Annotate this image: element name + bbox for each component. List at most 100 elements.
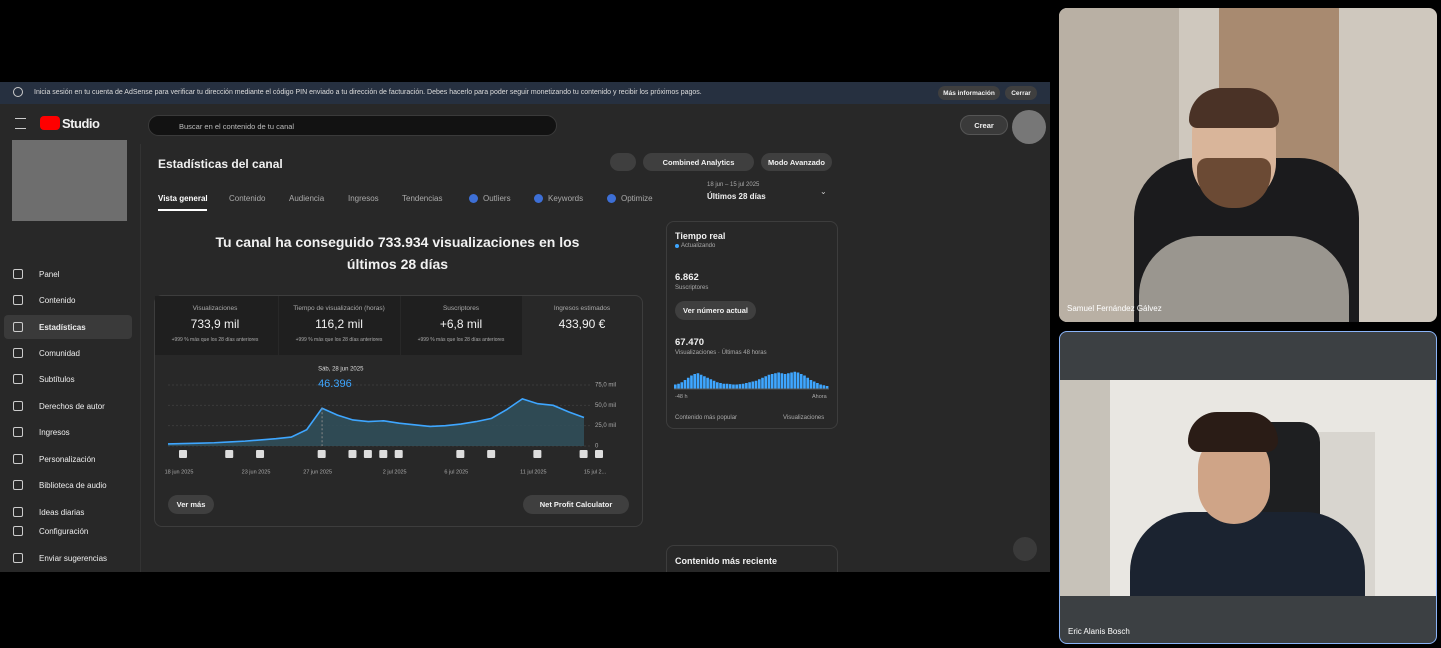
search-placeholder: Buscar en el contenido de tu canal	[179, 122, 295, 131]
logo-text: Studio	[62, 116, 100, 131]
realtime-bar	[680, 382, 684, 389]
latest-card: Contenido más reciente	[666, 545, 838, 572]
nav-item[interactable]: Personalización	[39, 455, 96, 464]
x-tick-label: 27 jun 2025	[303, 469, 332, 475]
nav-item[interactable]: Subtítulos	[39, 375, 75, 384]
realtime-bar	[793, 371, 797, 389]
area	[168, 398, 584, 446]
x-tick-label: 11 jul 2025	[520, 469, 547, 475]
metric-value: 116,2 mil	[315, 317, 363, 331]
realtime-bar	[770, 374, 774, 389]
nav-item[interactable]: Comunidad	[39, 349, 80, 358]
metric-label: Ingresos estimados	[553, 305, 611, 312]
video-tile: Samuel Fernández Gálvez	[1059, 8, 1437, 322]
tab[interactable]: Ingresos	[348, 194, 379, 203]
tab[interactable]: Keywords	[548, 194, 584, 203]
views-count: 67.470	[675, 337, 705, 348]
camera-button[interactable]	[610, 153, 636, 171]
info-icon	[13, 87, 23, 97]
realtime-bar	[764, 376, 768, 389]
create-button[interactable]: Crear	[960, 115, 1008, 135]
video-marker	[487, 450, 496, 458]
realtime-bar	[748, 382, 751, 389]
see-more-button[interactable]: Ver más	[168, 495, 214, 514]
nav-item[interactable]: Contenido	[39, 296, 76, 305]
video-marker	[379, 450, 388, 458]
realtime-bar	[690, 375, 693, 389]
nav-icon	[13, 295, 23, 305]
realtime-bar	[712, 380, 716, 389]
menu-icon[interactable]	[15, 118, 26, 129]
nav-icon	[13, 427, 23, 437]
realtime-bar	[806, 377, 810, 389]
more-button[interactable]: Más información	[938, 86, 1000, 100]
header: Studio Buscar en el contenido de tu cana…	[0, 104, 1050, 144]
nav-item[interactable]: Panel	[39, 270, 60, 279]
video-marker	[225, 450, 234, 458]
zoom-button[interactable]	[1013, 537, 1037, 561]
realtime-bar	[722, 383, 726, 389]
y-tick-label: 25,0 mil	[595, 423, 616, 429]
period-caret[interactable]: ⌄	[820, 187, 827, 196]
tab[interactable]: Audiencia	[289, 194, 325, 203]
video-tile: Eric Alanis Bosch	[1059, 331, 1437, 644]
nav-icon	[13, 454, 23, 464]
metric-label: Visualizaciones	[192, 305, 238, 312]
net-profit-button[interactable]: Net Profit Calculator	[523, 495, 629, 514]
participant-name: Samuel Fernández Gálvez	[1067, 304, 1162, 313]
nav-item[interactable]: Biblioteca de audio	[39, 481, 107, 490]
realtime-bar	[709, 379, 713, 389]
subscriber-label: Suscriptores	[675, 285, 709, 291]
close-button[interactable]: Cerrar	[1005, 86, 1037, 100]
channel-thumbnail	[12, 140, 127, 221]
nav-item[interactable]: Ingresos	[39, 428, 70, 437]
realtime-status: Actualizando	[681, 243, 716, 249]
combined-analytics-button[interactable]: Combined Analytics	[643, 153, 754, 171]
video-marker	[256, 450, 265, 458]
video-marker	[179, 450, 187, 458]
nav-item[interactable]: Enviar sugerencias	[39, 554, 108, 563]
metric-tile-bg	[401, 296, 522, 355]
current-number-button[interactable]: Ver número actual	[675, 301, 756, 320]
realtime-bar	[819, 384, 822, 389]
realtime-bar	[674, 384, 677, 389]
views-chart: 0 25,0 mil 50,0 mil 75,0 mil 18 jun 2025 23 j…	[165, 367, 829, 475]
video-marker	[363, 450, 372, 458]
tab[interactable]: Optimize	[621, 194, 653, 203]
tab[interactable]: Tendencias	[402, 194, 443, 203]
period[interactable]: Últimos 28 días	[707, 192, 766, 201]
x-tick-label: 2 jul 2025	[383, 469, 407, 475]
avatar[interactable]	[1012, 110, 1046, 144]
nav-item[interactable]: Ideas diarias	[39, 508, 85, 517]
nav-icon	[13, 507, 23, 517]
search-box[interactable]: Buscar en el contenido de tu canal	[148, 115, 557, 136]
hair	[1189, 88, 1279, 128]
realtime-bar	[803, 375, 806, 389]
nav-icon	[13, 348, 23, 358]
x-tick-label: 15 jul 2...	[584, 469, 607, 475]
nav-item[interactable]: Derechos de autor	[39, 402, 105, 411]
y-tick-label: 0	[595, 444, 599, 450]
realtime-bar	[696, 373, 700, 389]
realtime-bar	[715, 382, 719, 389]
nav-item[interactable]: Estadísticas	[39, 323, 86, 332]
realtime-bar	[703, 376, 706, 389]
nav-icon	[13, 401, 23, 411]
end-label: Ahora	[812, 394, 827, 400]
shirt	[1139, 236, 1349, 322]
shirt	[1130, 512, 1365, 596]
tab-icon	[607, 194, 616, 203]
realtime-bar	[738, 384, 742, 389]
tab[interactable]: Outliers	[483, 194, 511, 203]
tooltip-value: 46.396	[318, 378, 352, 390]
tab[interactable]: Vista general	[158, 194, 208, 203]
video-marker	[533, 450, 542, 458]
realtime-bar	[777, 372, 780, 389]
realtime-bar	[693, 374, 697, 389]
line	[167, 397, 585, 445]
metrics-card	[154, 295, 643, 527]
nav-item[interactable]: Configuración	[39, 527, 89, 536]
advanced-mode-button[interactable]: Modo Avanzado	[761, 153, 832, 171]
tab[interactable]: Contenido	[229, 194, 266, 203]
metric-value: +6,8 mil	[439, 317, 483, 331]
